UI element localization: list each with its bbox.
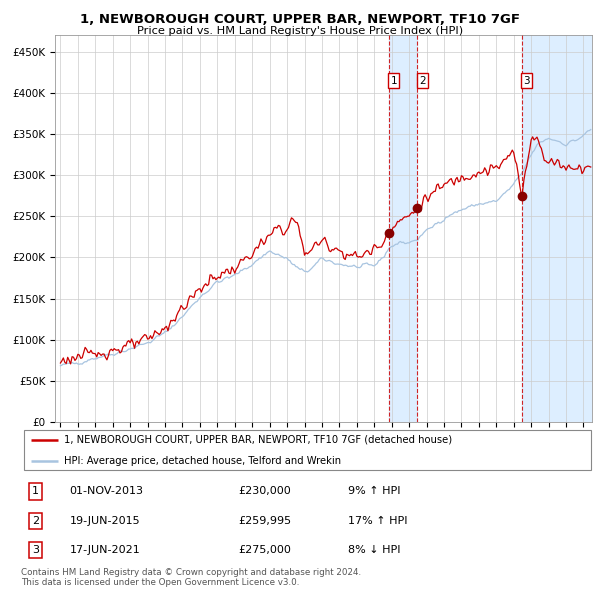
Text: 19-JUN-2015: 19-JUN-2015 <box>70 516 140 526</box>
Text: 2: 2 <box>32 516 39 526</box>
Text: 1: 1 <box>391 76 397 86</box>
Text: Price paid vs. HM Land Registry's House Price Index (HPI): Price paid vs. HM Land Registry's House … <box>137 26 463 36</box>
Text: 3: 3 <box>524 76 530 86</box>
Text: 2: 2 <box>419 76 425 86</box>
Text: 17% ↑ HPI: 17% ↑ HPI <box>347 516 407 526</box>
Bar <box>522 35 600 422</box>
Text: 17-JUN-2021: 17-JUN-2021 <box>70 545 140 555</box>
Text: £259,995: £259,995 <box>239 516 292 526</box>
Text: 9% ↑ HPI: 9% ↑ HPI <box>347 486 400 496</box>
Text: 1, NEWBOROUGH COURT, UPPER BAR, NEWPORT, TF10 7GF (detached house): 1, NEWBOROUGH COURT, UPPER BAR, NEWPORT,… <box>64 435 452 445</box>
Text: 01-NOV-2013: 01-NOV-2013 <box>70 486 144 496</box>
Text: 1: 1 <box>32 486 39 496</box>
Text: 3: 3 <box>32 545 39 555</box>
Bar <box>389 35 417 422</box>
Text: Contains HM Land Registry data © Crown copyright and database right 2024.
This d: Contains HM Land Registry data © Crown c… <box>21 568 361 587</box>
Text: 1, NEWBOROUGH COURT, UPPER BAR, NEWPORT, TF10 7GF: 1, NEWBOROUGH COURT, UPPER BAR, NEWPORT,… <box>80 13 520 26</box>
FancyBboxPatch shape <box>24 430 591 470</box>
Text: 8% ↓ HPI: 8% ↓ HPI <box>347 545 400 555</box>
Text: £275,000: £275,000 <box>239 545 292 555</box>
Text: £230,000: £230,000 <box>239 486 292 496</box>
Text: HPI: Average price, detached house, Telford and Wrekin: HPI: Average price, detached house, Telf… <box>64 456 341 466</box>
